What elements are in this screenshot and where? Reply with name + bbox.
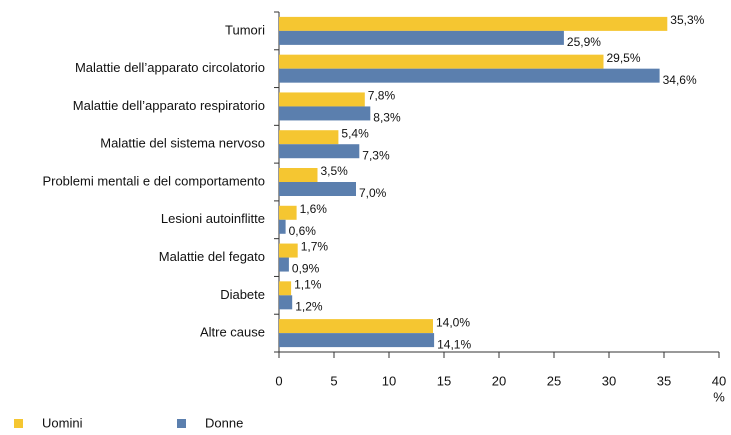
x-tick-label: 10 [382, 373, 396, 388]
bar [279, 281, 292, 296]
bar [279, 219, 286, 234]
legend-label: Donne [205, 415, 243, 430]
category-label: Malattie dell’apparato respiratorio [73, 98, 265, 113]
x-tick-label: 40 [712, 373, 726, 388]
value-label: 5,4% [341, 126, 369, 140]
x-tick-label: 35 [657, 373, 671, 388]
category-label: Altre cause [200, 325, 265, 340]
bar [279, 68, 660, 83]
bar [279, 333, 435, 348]
legend-swatch [14, 419, 23, 428]
category-label: Malattie del fegato [159, 249, 265, 264]
value-label: 1,6% [300, 202, 328, 216]
x-tick-label: 15 [437, 373, 451, 388]
bar [279, 144, 360, 159]
x-tick-label: 20 [492, 373, 506, 388]
category-label: Diabete [220, 287, 265, 302]
bar [279, 30, 564, 45]
value-label: 29,5% [607, 51, 641, 65]
x-tick-label: 30 [602, 373, 616, 388]
x-axis-label: % [713, 389, 725, 404]
category-label: Lesioni autoinflitte [161, 211, 265, 226]
value-label: 0,9% [292, 262, 320, 276]
value-label: 25,9% [567, 35, 601, 49]
x-tick-label: 5 [330, 373, 337, 388]
bar [279, 182, 356, 196]
bar [279, 168, 318, 182]
value-label: 3,5% [321, 164, 349, 178]
value-label: 14,0% [436, 315, 470, 329]
value-label: 8,3% [373, 111, 401, 125]
bar [279, 205, 297, 220]
value-label: 35,3% [670, 13, 704, 27]
value-label: 1,1% [294, 278, 322, 292]
bar [279, 243, 298, 258]
bar [279, 295, 293, 310]
bar [279, 92, 365, 107]
bar [279, 130, 339, 145]
x-tick-label: 25 [547, 373, 561, 388]
bar [279, 257, 289, 272]
category-label: Malattie dell’apparato circolatorio [75, 60, 265, 75]
category-label: Tumori [225, 22, 265, 37]
x-tick-label: 0 [275, 373, 282, 388]
bar [279, 54, 604, 69]
value-label: 1,2% [295, 300, 323, 314]
value-label: 1,7% [301, 240, 329, 254]
category-label: Problemi mentali e del comportamento [42, 173, 265, 188]
category-label: Malattie del sistema nervoso [100, 136, 265, 151]
bar [279, 319, 433, 334]
value-label: 7,8% [368, 89, 396, 103]
value-label: 34,6% [663, 73, 697, 87]
value-label: 7,0% [359, 186, 387, 200]
value-label: 14,1% [437, 337, 471, 351]
value-label: 7,3% [362, 148, 390, 162]
value-label: 0,6% [289, 224, 317, 238]
legend-swatch [177, 419, 186, 428]
bar [279, 16, 668, 31]
legend-label: Uomini [42, 415, 83, 430]
bar [279, 106, 371, 121]
